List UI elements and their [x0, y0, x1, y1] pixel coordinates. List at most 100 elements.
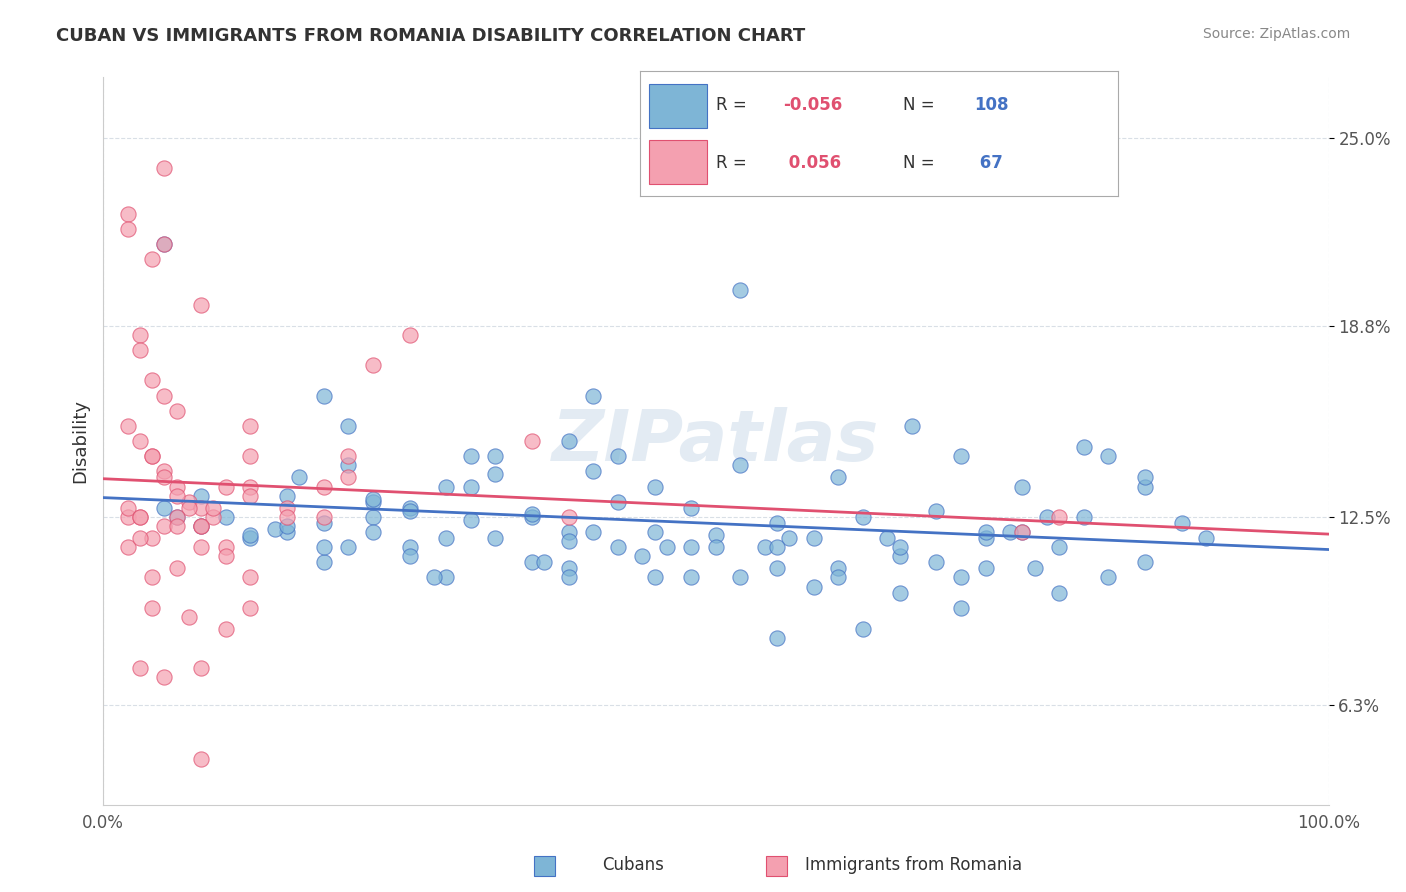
Point	[128, 434, 150, 448]
Point	[117, 540, 139, 554]
Point	[520, 507, 543, 521]
Point	[361, 524, 384, 539]
Point	[558, 534, 581, 549]
Point	[1047, 509, 1070, 524]
Point	[423, 570, 446, 584]
Point	[398, 504, 420, 518]
Point	[876, 531, 898, 545]
Point	[1097, 570, 1119, 584]
Point	[263, 522, 285, 536]
Point	[778, 531, 800, 545]
Text: 0.056: 0.056	[783, 153, 841, 171]
Point	[215, 622, 238, 636]
Point	[177, 494, 200, 508]
Text: 67: 67	[974, 153, 1004, 171]
Point	[852, 622, 875, 636]
Point	[361, 491, 384, 506]
Point	[239, 479, 262, 493]
Point	[337, 470, 360, 484]
Point	[153, 389, 176, 403]
Point	[153, 237, 176, 252]
Point	[239, 489, 262, 503]
Point	[141, 570, 163, 584]
Point	[153, 161, 176, 176]
Point	[558, 434, 581, 448]
Point	[1024, 561, 1046, 575]
Point	[484, 449, 506, 463]
Text: Source: ZipAtlas.com: Source: ZipAtlas.com	[1202, 27, 1350, 41]
Point	[141, 252, 163, 267]
Point	[239, 528, 262, 542]
Bar	[650, 140, 707, 184]
Point	[582, 464, 605, 478]
Text: -0.056: -0.056	[783, 96, 842, 114]
Point	[889, 540, 911, 554]
Point	[117, 418, 139, 433]
Point	[925, 504, 948, 518]
Point	[606, 449, 628, 463]
Point	[166, 519, 188, 533]
Point	[128, 509, 150, 524]
Point	[827, 570, 849, 584]
Point	[117, 509, 139, 524]
Point	[889, 585, 911, 599]
Point	[558, 509, 581, 524]
Point	[337, 449, 360, 463]
Point	[215, 540, 238, 554]
Point	[312, 389, 335, 403]
Point	[998, 524, 1021, 539]
Point	[520, 434, 543, 448]
Point	[166, 509, 188, 524]
Point	[166, 509, 188, 524]
Point	[827, 470, 849, 484]
Point	[153, 470, 176, 484]
Point	[398, 328, 420, 343]
Text: 108: 108	[974, 96, 1010, 114]
Point	[484, 467, 506, 482]
Point	[398, 540, 420, 554]
Point	[190, 519, 212, 533]
Point	[1133, 479, 1156, 493]
Text: CUBAN VS IMMIGRANTS FROM ROMANIA DISABILITY CORRELATION CHART: CUBAN VS IMMIGRANTS FROM ROMANIA DISABIL…	[56, 27, 806, 45]
Point	[276, 500, 298, 515]
Point	[153, 670, 176, 684]
Point	[128, 661, 150, 675]
Point	[202, 509, 225, 524]
Point	[1011, 524, 1033, 539]
Point	[558, 570, 581, 584]
Point	[803, 531, 825, 545]
Point	[434, 531, 457, 545]
Text: Immigrants from Romania: Immigrants from Romania	[806, 856, 1022, 874]
Point	[153, 519, 176, 533]
Point	[974, 561, 997, 575]
Point	[1073, 440, 1095, 454]
Point	[312, 479, 335, 493]
Point	[177, 500, 200, 515]
Point	[141, 449, 163, 463]
Point	[141, 531, 163, 545]
Point	[190, 500, 212, 515]
Point	[361, 494, 384, 508]
Point	[361, 359, 384, 373]
Point	[558, 524, 581, 539]
Point	[215, 509, 238, 524]
Text: N =: N =	[903, 96, 939, 114]
Point	[141, 374, 163, 388]
Point	[704, 540, 727, 554]
Point	[606, 540, 628, 554]
Point	[1011, 524, 1033, 539]
Point	[766, 516, 789, 530]
Point	[239, 570, 262, 584]
Point	[730, 458, 752, 473]
Point	[361, 509, 384, 524]
Point	[889, 549, 911, 564]
Point	[1047, 585, 1070, 599]
Point	[141, 600, 163, 615]
Point	[582, 524, 605, 539]
Point	[766, 631, 789, 645]
Point	[166, 561, 188, 575]
Point	[644, 479, 666, 493]
Point	[128, 328, 150, 343]
Point	[398, 549, 420, 564]
Point	[520, 509, 543, 524]
